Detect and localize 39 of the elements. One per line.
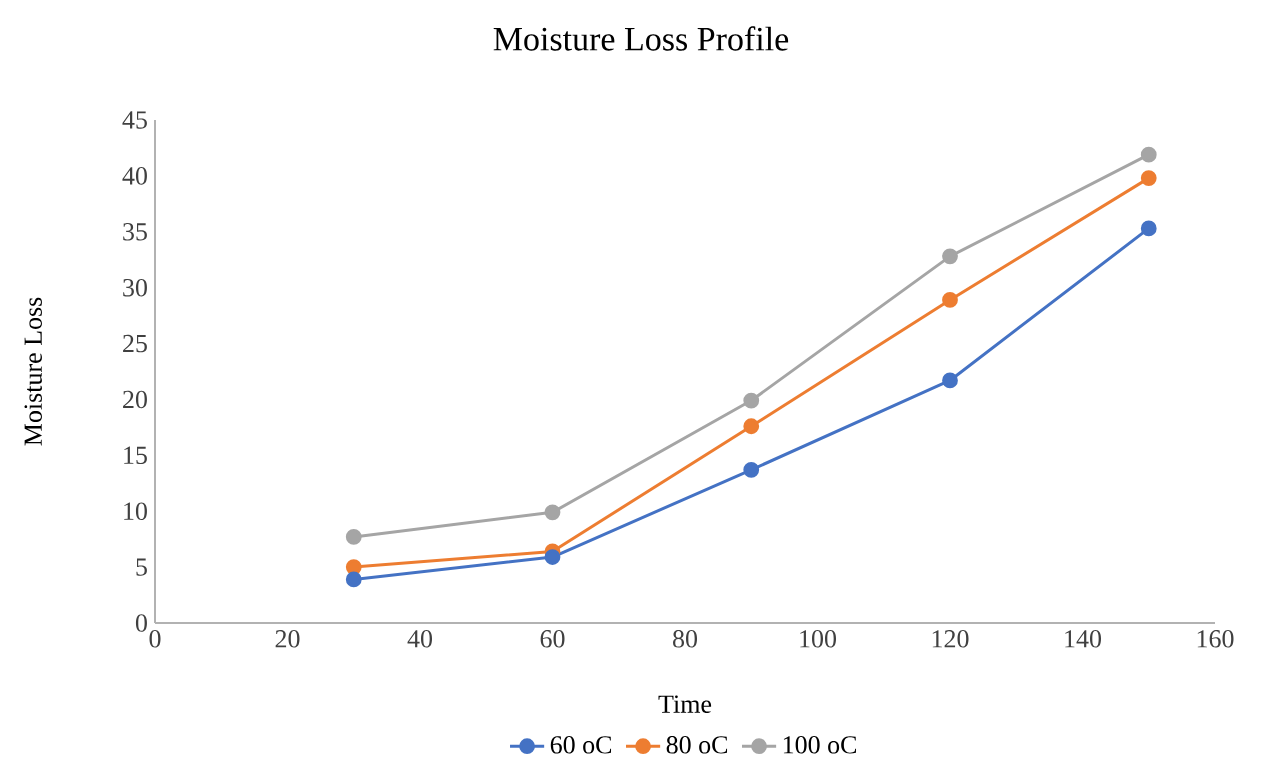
point	[743, 461, 760, 478]
point	[345, 571, 362, 588]
legend-label: 100 oC	[783, 736, 857, 754]
point	[1140, 170, 1157, 187]
y-tick-label: 35	[123, 223, 147, 241]
point	[345, 529, 362, 545]
x-axis-title: Time	[658, 695, 712, 713]
x-tick-label: 120	[932, 630, 969, 648]
y-tick-label: 45	[122, 111, 147, 129]
point	[1140, 146, 1157, 163]
y-tick-label: 20	[123, 390, 147, 409]
x-tick-label: 100	[800, 630, 837, 648]
x-tick-label: 0	[149, 630, 161, 648]
x-tick-label: 140	[1065, 630, 1102, 648]
y-tick-label: 10	[124, 502, 147, 520]
y-tick-label: 0	[135, 614, 147, 632]
point	[544, 549, 561, 565]
y-tick-label: 30	[123, 278, 147, 297]
chart-title: Moisture Loss Profile	[493, 26, 789, 51]
legend-label: 80 oC	[666, 736, 728, 754]
legend-label: 60 oC	[550, 736, 612, 754]
y-tick-label: 5	[136, 558, 147, 576]
point	[1140, 220, 1157, 237]
y-axis-title: Moisture Loss	[24, 297, 42, 446]
point	[743, 392, 760, 409]
x-tick-label: 40	[407, 630, 433, 648]
x-tick-label: 80	[673, 630, 698, 648]
y-tick-label: 15	[124, 446, 147, 465]
point	[942, 248, 958, 265]
point	[743, 418, 760, 435]
y-tick-label: 40	[122, 167, 147, 185]
point	[345, 559, 362, 575]
point	[942, 292, 958, 308]
point	[544, 504, 561, 521]
x-tick-label: 160	[1197, 630, 1234, 648]
x-tick-label: 20	[275, 630, 300, 648]
y-tick-label: 25	[123, 334, 147, 353]
x-tick-label: 60	[540, 630, 565, 648]
point	[942, 372, 958, 389]
